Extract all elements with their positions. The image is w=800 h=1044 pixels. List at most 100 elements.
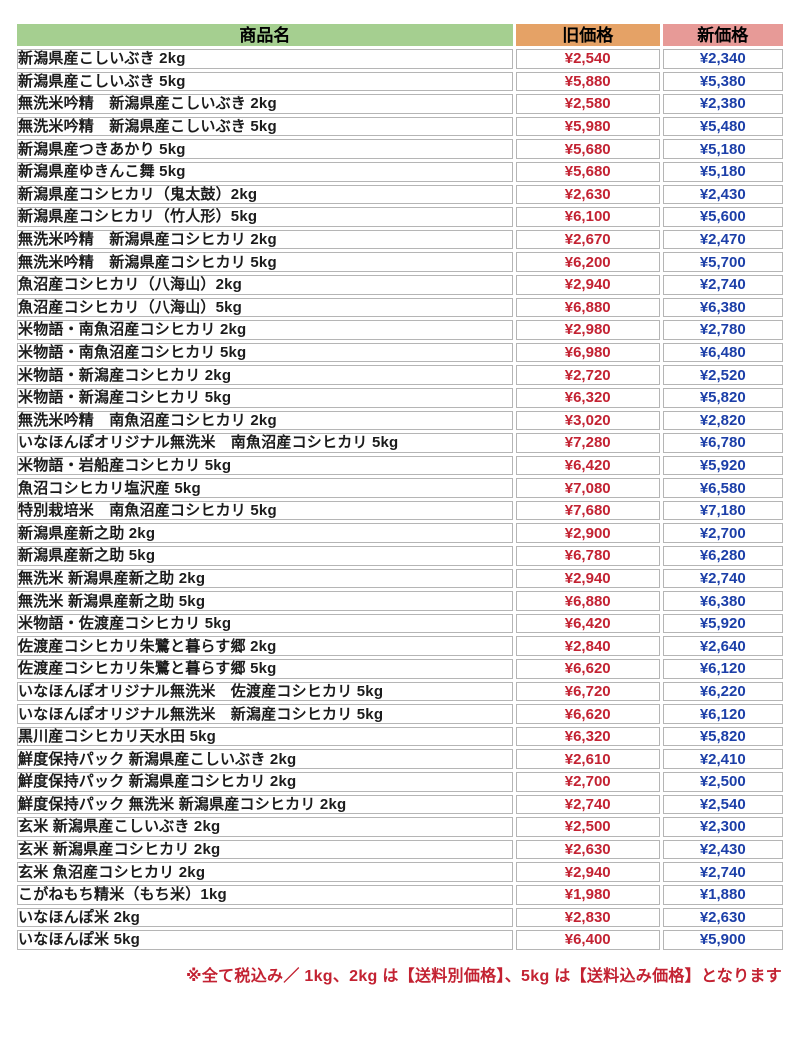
product-name-cell: 新潟県産新之助 2kg [17,523,513,544]
new-price-cell: ¥6,580 [662,478,783,498]
header-row: 商品名 旧価格 新価格 [17,24,783,46]
product-name-cell: いなほんぽオリジナル無洗米 佐渡産コシヒカリ 5kg [17,681,513,702]
old-price-cell: ¥2,720 [515,365,660,385]
new-price-cell: ¥5,180 [662,139,783,159]
table-row: 特別栽培米 南魚沼産コシヒカリ 5kg ¥7,680 ¥7,180 [17,500,783,521]
old-price-cell: ¥6,620 [515,659,660,679]
new-price-cell: ¥2,630 [662,907,783,928]
old-price-cell: ¥5,980 [515,116,660,137]
table-row: こがねもち精米（もち米）1kg ¥1,980 ¥1,880 [17,884,783,905]
old-price-cell: ¥2,740 [515,794,660,815]
product-name-cell: 新潟県産新之助 5kg [17,546,513,566]
old-price-cell: ¥2,940 [515,568,660,589]
old-price-cell: ¥6,320 [515,387,660,408]
product-name-cell: 玄米 新潟県産こしいぶき 2kg [17,817,513,837]
table-row: いなほんぽオリジナル無洗米 南魚沼産コシヒカリ 5kg ¥7,280 ¥6,78… [17,433,783,453]
product-name-cell: いなほんぽオリジナル無洗米 新潟産コシヒカリ 5kg [17,704,513,724]
table-row: 魚沼産コシヒカリ（八海山）5kg ¥6,880 ¥6,380 [17,297,783,318]
table-row: 玄米 魚沼産コシヒカリ 2kg ¥2,940 ¥2,740 [17,862,783,882]
product-name-cell: 新潟県産こしいぶき 5kg [17,71,513,92]
old-price-cell: ¥6,420 [515,613,660,634]
new-price-cell: ¥7,180 [662,500,783,521]
new-price-cell: ¥2,340 [662,49,783,69]
column-header-new-price: 新価格 [662,24,783,46]
new-price-cell: ¥5,900 [662,930,783,950]
table-row: 無洗米吟精 新潟県産コシヒカリ 2kg ¥2,670 ¥2,470 [17,229,783,250]
new-price-cell: ¥2,380 [662,94,783,114]
price-list-page: 商品名 旧価格 新価格 新潟県産こしいぶき 2kg ¥2,540 ¥2,340 … [14,21,786,985]
table-row: 新潟県産新之助 2kg ¥2,900 ¥2,700 [17,523,783,544]
product-name-cell: 米物語・新潟産コシヒカリ 5kg [17,387,513,408]
table-row: 魚沼産コシヒカリ（八海山）2kg ¥2,940 ¥2,740 [17,274,783,295]
product-name-cell: 無洗米 新潟県産新之助 2kg [17,568,513,589]
new-price-cell: ¥2,300 [662,817,783,837]
product-name-cell: 新潟県産コシヒカリ（鬼太鼓）2kg [17,184,513,205]
old-price-cell: ¥2,630 [515,184,660,205]
new-price-cell: ¥1,880 [662,884,783,905]
product-name-cell: いなほんぽ米 5kg [17,930,513,950]
table-row: 佐渡産コシヒカリ朱鷺と暮らす郷 5kg ¥6,620 ¥6,120 [17,659,783,679]
table-row: 米物語・新潟産コシヒカリ 5kg ¥6,320 ¥5,820 [17,387,783,408]
product-name-cell: 新潟県産ゆきんこ舞 5kg [17,161,513,182]
price-table: 商品名 旧価格 新価格 新潟県産こしいぶき 2kg ¥2,540 ¥2,340 … [14,21,786,953]
new-price-cell: ¥2,540 [662,794,783,815]
old-price-cell: ¥6,420 [515,455,660,476]
table-row: いなほんぽ米 5kg ¥6,400 ¥5,900 [17,930,783,950]
new-price-cell: ¥6,380 [662,591,783,611]
new-price-cell: ¥5,700 [662,252,783,272]
table-row: 玄米 新潟県産コシヒカリ 2kg ¥2,630 ¥2,430 [17,839,783,860]
product-name-cell: 無洗米 新潟県産新之助 5kg [17,591,513,611]
table-row: 米物語・新潟産コシヒカリ 2kg ¥2,720 ¥2,520 [17,365,783,385]
old-price-cell: ¥6,200 [515,252,660,272]
table-row: いなほんぽオリジナル無洗米 佐渡産コシヒカリ 5kg ¥6,720 ¥6,220 [17,681,783,702]
table-row: 黒川産コシヒカリ天水田 5kg ¥6,320 ¥5,820 [17,726,783,747]
new-price-cell: ¥5,920 [662,455,783,476]
product-name-cell: 米物語・南魚沼産コシヒカリ 5kg [17,342,513,363]
new-price-cell: ¥6,280 [662,546,783,566]
new-price-cell: ¥5,600 [662,207,783,227]
new-price-cell: ¥2,820 [662,410,783,431]
new-price-cell: ¥6,120 [662,659,783,679]
new-price-cell: ¥6,380 [662,297,783,318]
new-price-cell: ¥2,740 [662,568,783,589]
new-price-cell: ¥2,640 [662,636,783,657]
table-row: 米物語・佐渡産コシヒカリ 5kg ¥6,420 ¥5,920 [17,613,783,634]
new-price-cell: ¥5,820 [662,726,783,747]
table-row: 無洗米吟精 新潟県産コシヒカリ 5kg ¥6,200 ¥5,700 [17,252,783,272]
product-name-cell: 新潟県産こしいぶき 2kg [17,49,513,69]
old-price-cell: ¥6,100 [515,207,660,227]
table-row: 新潟県産新之助 5kg ¥6,780 ¥6,280 [17,546,783,566]
old-price-cell: ¥1,980 [515,884,660,905]
product-name-cell: 無洗米吟精 新潟県産こしいぶき 2kg [17,94,513,114]
new-price-cell: ¥5,380 [662,71,783,92]
old-price-cell: ¥2,630 [515,839,660,860]
old-price-cell: ¥2,670 [515,229,660,250]
table-row: 魚沼コシヒカリ塩沢産 5kg ¥7,080 ¥6,580 [17,478,783,498]
table-row: 佐渡産コシヒカリ朱鷺と暮らす郷 2kg ¥2,840 ¥2,640 [17,636,783,657]
new-price-cell: ¥6,780 [662,433,783,453]
table-row: 無洗米 新潟県産新之助 2kg ¥2,940 ¥2,740 [17,568,783,589]
old-price-cell: ¥7,680 [515,500,660,521]
new-price-cell: ¥2,470 [662,229,783,250]
old-price-cell: ¥2,700 [515,772,660,792]
new-price-cell: ¥6,120 [662,704,783,724]
old-price-cell: ¥6,880 [515,297,660,318]
old-price-cell: ¥6,320 [515,726,660,747]
old-price-cell: ¥2,500 [515,817,660,837]
new-price-cell: ¥2,740 [662,862,783,882]
new-price-cell: ¥6,480 [662,342,783,363]
old-price-cell: ¥6,620 [515,704,660,724]
new-price-cell: ¥5,180 [662,161,783,182]
table-row: 米物語・岩船産コシヒカリ 5kg ¥6,420 ¥5,920 [17,455,783,476]
new-price-cell: ¥2,430 [662,839,783,860]
new-price-cell: ¥2,740 [662,274,783,295]
column-header-old-price: 旧価格 [515,24,660,46]
new-price-cell: ¥2,500 [662,772,783,792]
product-name-cell: こがねもち精米（もち米）1kg [17,884,513,905]
column-header-product-name: 商品名 [17,24,513,46]
product-name-cell: 新潟県産コシヒカリ（竹人形）5kg [17,207,513,227]
old-price-cell: ¥6,780 [515,546,660,566]
product-name-cell: 米物語・岩船産コシヒカリ 5kg [17,455,513,476]
product-name-cell: 無洗米吟精 新潟県産コシヒカリ 5kg [17,252,513,272]
old-price-cell: ¥5,880 [515,71,660,92]
